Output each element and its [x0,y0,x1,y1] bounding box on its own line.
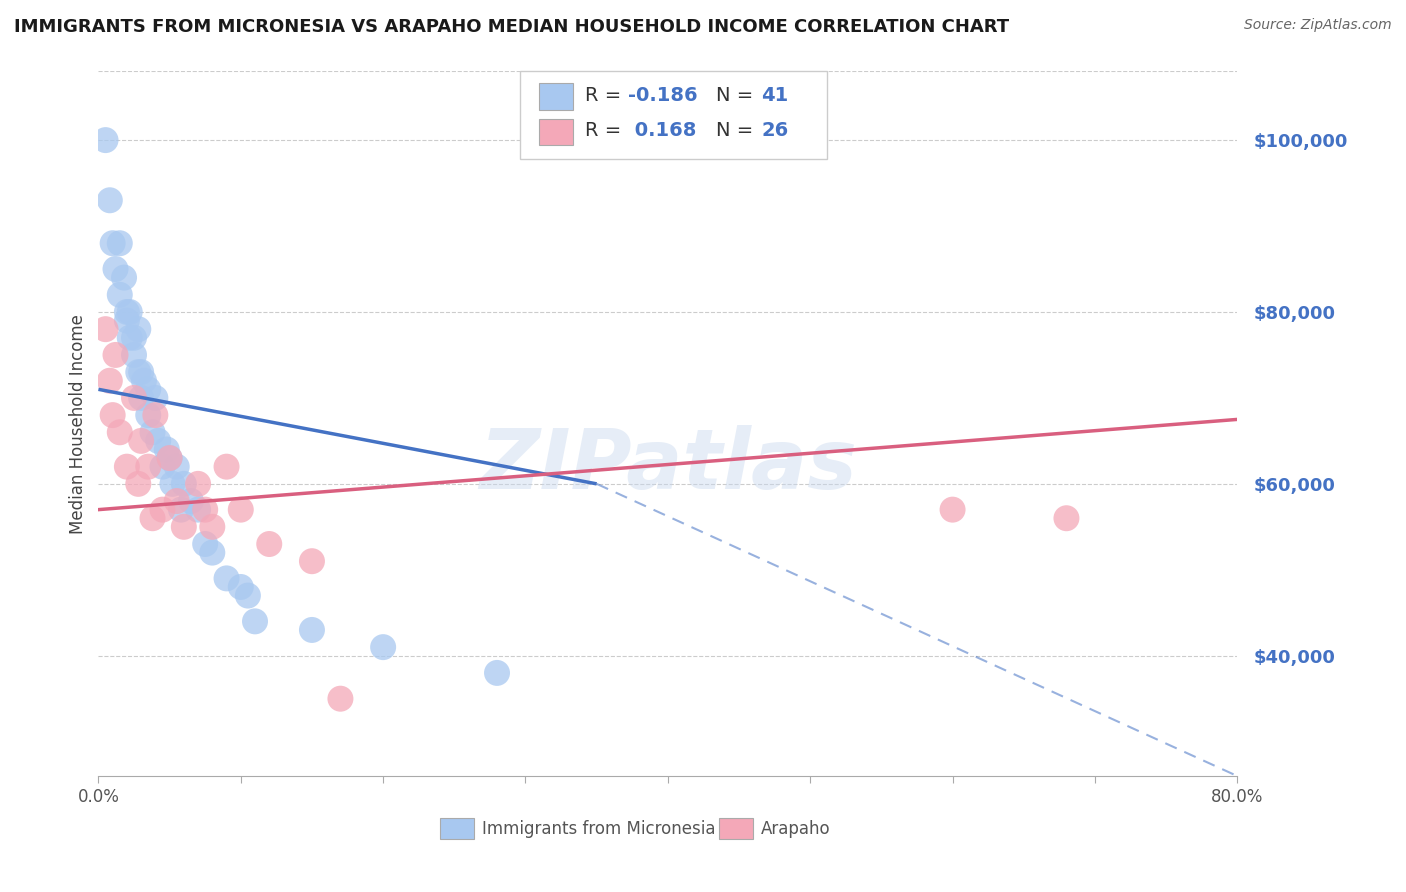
Point [136,382,159,396]
Point [136,408,159,422]
Point [215,571,238,585]
Point [942,502,965,516]
Point [108,236,131,251]
Point [122,331,145,345]
Bar [538,83,574,110]
Text: N =: N = [716,86,759,105]
Point [129,365,152,379]
Point [122,391,145,405]
Text: N =: N = [716,121,759,140]
Point [229,502,252,516]
Point [115,313,138,327]
Point [108,287,131,301]
Text: Arapaho: Arapaho [761,820,831,838]
Point [104,262,127,277]
Point [173,520,195,534]
Point [180,494,202,508]
Point [329,691,352,706]
Point [118,305,141,319]
Text: 41: 41 [761,86,789,105]
Point [373,640,395,654]
Point [194,537,217,551]
Point [148,434,170,448]
Point [229,580,252,594]
Point [145,408,167,422]
Point [98,194,121,208]
Point [156,442,179,457]
Text: Source: ZipAtlas.com: Source: ZipAtlas.com [1244,18,1392,32]
Point [141,425,163,440]
Point [112,270,135,285]
Text: IMMIGRANTS FROM MICRONESIA VS ARAPAHO MEDIAN HOUSEHOLD INCOME CORRELATION CHART: IMMIGRANTS FROM MICRONESIA VS ARAPAHO ME… [14,18,1010,36]
Bar [718,818,754,839]
Text: Immigrants from Micronesia: Immigrants from Micronesia [482,820,716,838]
Point [141,511,163,525]
Point [101,408,124,422]
Point [162,476,184,491]
Point [159,451,181,466]
Bar [538,119,574,145]
Point [194,502,217,516]
Point [127,322,149,336]
Point [122,348,145,362]
Point [301,554,323,568]
Point [115,305,138,319]
Point [118,331,141,345]
Point [98,374,121,388]
Point [201,546,224,560]
Y-axis label: Median Household Income: Median Household Income [69,314,87,533]
Point [94,322,117,336]
Point [104,348,127,362]
Point [187,476,209,491]
Point [486,665,509,680]
Text: -0.186: -0.186 [628,86,697,105]
Point [215,459,238,474]
Point [132,374,155,388]
Text: 26: 26 [761,121,789,140]
Text: R =: R = [585,86,627,105]
Point [166,494,188,508]
Text: R =: R = [585,121,627,140]
Point [201,520,224,534]
Point [152,459,174,474]
Point [108,425,131,440]
Point [159,451,181,466]
Point [1056,511,1078,525]
Point [136,459,159,474]
Point [127,365,149,379]
Point [145,391,167,405]
Point [101,236,124,251]
Point [129,434,152,448]
Point [166,459,188,474]
Point [187,502,209,516]
Point [115,459,138,474]
Point [301,623,323,637]
Point [173,476,195,491]
Point [170,502,193,516]
Point [127,476,149,491]
Point [243,615,266,629]
Point [259,537,281,551]
Point [236,589,259,603]
Text: 0.168: 0.168 [628,121,696,140]
Point [129,391,152,405]
FancyBboxPatch shape [520,71,827,160]
Bar [440,818,474,839]
Text: ZIPatlas: ZIPatlas [479,425,856,507]
Point [94,133,117,147]
Point [152,502,174,516]
